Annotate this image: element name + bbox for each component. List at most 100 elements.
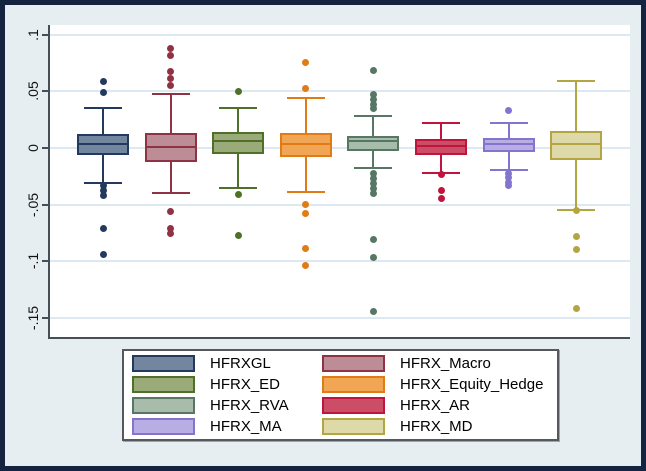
y-axis-tick — [42, 147, 48, 149]
legend-item-HFRX_AR: HFRX_AR — [322, 395, 557, 416]
outlier-dot — [505, 174, 513, 182]
lower-whisker — [372, 150, 375, 169]
lower-whisker — [440, 154, 442, 173]
outlier-dot — [234, 87, 242, 95]
iqr-box — [347, 135, 400, 151]
outlier-dot — [302, 244, 310, 252]
outlier-dot — [302, 85, 310, 93]
y-axis-tick-label: 0 — [25, 144, 41, 152]
outlier-dot — [234, 231, 242, 239]
y-axis-tick — [42, 33, 48, 36]
gridline — [50, 316, 630, 319]
outlier-dot — [99, 224, 107, 232]
legend-item-HFRX_RVA: HFRX_RVA — [132, 395, 322, 416]
legend-label: HFRX_Equity_Hedge — [400, 376, 544, 393]
lower-whisker — [237, 154, 240, 189]
outlier-dot — [369, 66, 377, 74]
y-axis-tick — [42, 260, 48, 263]
outlier-dot — [437, 171, 445, 179]
outlier-dot — [369, 105, 377, 113]
lower-whisker-cap — [354, 167, 393, 170]
outlier-dot — [99, 88, 107, 96]
legend-swatch — [132, 397, 195, 414]
legend-item-HFRX_ED: HFRX_ED — [132, 374, 322, 395]
outlier-dot — [572, 304, 580, 312]
legend-label: HFRX_Macro — [400, 355, 491, 372]
outlier-dot — [99, 251, 107, 258]
outlier-dot — [167, 229, 175, 237]
legend-label: HFRX_AR — [400, 397, 471, 414]
outlier-dot — [167, 208, 175, 216]
outlier-dot — [167, 74, 175, 82]
upper-whisker-cap — [422, 122, 460, 125]
outlier-dot — [302, 201, 310, 209]
upper-whisker — [372, 115, 375, 136]
legend-label: HFRX_RVA — [210, 397, 289, 414]
outlier-dot — [99, 182, 107, 190]
y-axis-tick-label: .05 — [25, 81, 41, 102]
legend-swatch — [132, 418, 195, 435]
outlier-dot — [302, 59, 310, 67]
legend-label: HFRX_MD — [400, 418, 473, 435]
upper-whisker — [507, 122, 510, 138]
lower-whisker-cap — [286, 190, 325, 193]
legend-label: HFRX_ED — [210, 376, 281, 393]
chart-canvas: HFRXGL HFRX_Macro HFRX_ED HFRX_Equity_Hedge… — [5, 5, 641, 466]
outlier-dot — [302, 261, 310, 269]
median-line — [552, 143, 601, 146]
outlier-dot — [167, 68, 175, 76]
plot-area — [48, 25, 630, 339]
y-axis-tick-label: -.15 — [25, 305, 41, 330]
outlier-dot — [369, 174, 377, 182]
median-line — [484, 143, 533, 146]
upper-whisker-cap — [219, 107, 258, 110]
upper-whisker-cap — [84, 107, 122, 110]
legend-swatch — [322, 376, 385, 393]
legend-label: HFRXGL — [210, 355, 271, 372]
median-line — [417, 145, 465, 148]
median-line — [146, 145, 195, 148]
outlier-dot — [369, 100, 377, 108]
legend-swatch — [322, 355, 385, 372]
outlier-dot — [369, 189, 377, 197]
median-line — [214, 139, 263, 142]
outlier-dot — [572, 232, 580, 240]
lower-whisker-cap — [219, 187, 258, 190]
legend-swatch — [322, 397, 385, 414]
median-line — [281, 143, 330, 146]
outlier-dot — [302, 209, 310, 217]
legend-item-HFRX_MA: HFRX_MA — [132, 416, 322, 437]
outlier-dot — [369, 179, 377, 187]
outlier-dot — [99, 191, 107, 199]
upper-whisker — [575, 80, 578, 131]
gridline — [50, 90, 630, 93]
upper-whisker — [237, 108, 240, 132]
gridline — [50, 203, 630, 206]
gridline — [50, 147, 630, 149]
iqr-box — [550, 130, 603, 160]
y-axis-tick-label: -.05 — [25, 192, 41, 217]
outlier-dot — [369, 184, 377, 192]
upper-whisker — [169, 94, 172, 133]
lower-whisker — [102, 154, 104, 184]
upper-whisker-cap — [286, 97, 325, 100]
outlier-dot — [234, 190, 242, 198]
outlier-dot — [437, 194, 445, 202]
lower-whisker — [169, 161, 172, 194]
upper-whisker — [304, 98, 307, 133]
outlier-dot — [572, 246, 580, 254]
legend: HFRXGL HFRX_Macro HFRX_ED HFRX_Equity_Hedge… — [122, 349, 559, 441]
outlier-dot — [167, 81, 175, 89]
lower-whisker — [507, 151, 510, 170]
upper-whisker-cap — [354, 114, 393, 117]
outlier-dot — [99, 186, 107, 194]
y-axis-tick — [42, 90, 48, 93]
upper-whisker-cap — [151, 93, 190, 96]
lower-whisker-cap — [151, 192, 190, 195]
y-axis-tick-label: .1 — [25, 28, 41, 41]
outlier-dot — [369, 254, 377, 262]
legend-item-HFRXGL: HFRXGL — [132, 353, 322, 374]
median-line — [349, 140, 398, 143]
gridline — [50, 260, 630, 263]
